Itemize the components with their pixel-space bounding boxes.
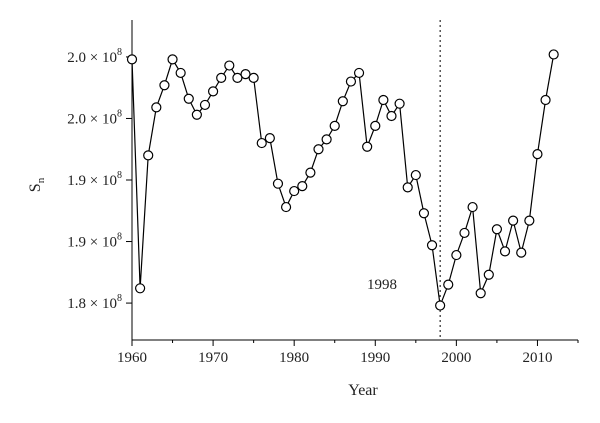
y-tick-label: 1.8 × 108 <box>67 293 122 312</box>
data-point <box>297 181 308 192</box>
data-point <box>224 60 235 71</box>
y-tick-label: 1.9 × 108 <box>67 170 122 189</box>
data-point <box>475 288 486 299</box>
data-point <box>256 137 267 149</box>
data-point <box>499 246 511 257</box>
data-point <box>362 141 373 152</box>
data-point <box>410 169 421 181</box>
data-point <box>175 67 186 79</box>
y-axis-title-sub: n <box>35 177 47 183</box>
data-point <box>524 215 535 226</box>
data-point <box>353 67 365 79</box>
data-point <box>516 247 527 258</box>
data-point <box>126 54 138 65</box>
data-point <box>329 120 340 131</box>
data-point <box>232 72 243 83</box>
x-tick-label: 2010 <box>522 350 552 366</box>
data-point <box>216 72 227 83</box>
data-point <box>240 69 251 80</box>
x-tick-label: 1990 <box>360 350 390 366</box>
data-point <box>289 185 300 197</box>
data-point <box>280 201 292 213</box>
data-point <box>435 300 446 311</box>
data-point <box>467 201 478 213</box>
series-line <box>131 54 555 306</box>
x-tick-label: 1970 <box>198 350 228 366</box>
annotation-label: 1998 <box>367 277 397 293</box>
data-point <box>532 149 543 160</box>
data-point <box>483 269 494 280</box>
series-line-layer <box>131 54 555 306</box>
data-point <box>426 240 438 251</box>
data-point <box>394 98 405 109</box>
data-point <box>378 94 389 106</box>
x-tick-label: 1960 <box>117 350 147 366</box>
data-point <box>264 133 275 144</box>
data-point <box>207 86 219 97</box>
data-point <box>167 54 178 65</box>
data-point <box>459 227 470 239</box>
data-point <box>540 94 551 106</box>
data-point <box>508 215 519 226</box>
data-point <box>272 178 284 189</box>
data-point <box>135 283 146 294</box>
data-point <box>151 102 162 113</box>
data-point <box>248 72 259 83</box>
data-point <box>345 76 357 87</box>
data-point <box>402 182 413 193</box>
data-point <box>451 249 462 261</box>
y-axis-title: Sn <box>27 177 47 192</box>
y-tick-label: 2.0 × 108 <box>67 108 122 127</box>
data-point <box>386 110 397 122</box>
y-tick-label: 1.9 × 108 <box>67 232 122 251</box>
data-point <box>337 96 348 107</box>
x-tick-label: 1980 <box>279 350 309 366</box>
data-point <box>418 208 430 219</box>
data-point <box>321 134 332 145</box>
data-point <box>159 80 170 91</box>
data-point <box>548 49 559 60</box>
data-point <box>491 224 503 235</box>
y-tick-label: 2.0 × 108 <box>67 47 122 66</box>
data-point <box>199 99 211 111</box>
data-point <box>370 120 381 131</box>
data-point <box>183 93 194 104</box>
axes: 1960 1970 1980 1990 2000 2010 1.8 × 108 1.9 × 1… <box>67 20 579 366</box>
x-axis-title: Year <box>348 382 378 399</box>
data-point <box>305 167 316 178</box>
x-tick-label: 2000 <box>441 350 471 366</box>
data-point <box>313 144 324 155</box>
data-point <box>191 109 202 120</box>
data-point <box>143 150 154 161</box>
series-points-layer <box>126 49 559 311</box>
data-point <box>443 279 454 290</box>
y-axis-title-main: S <box>27 183 44 192</box>
